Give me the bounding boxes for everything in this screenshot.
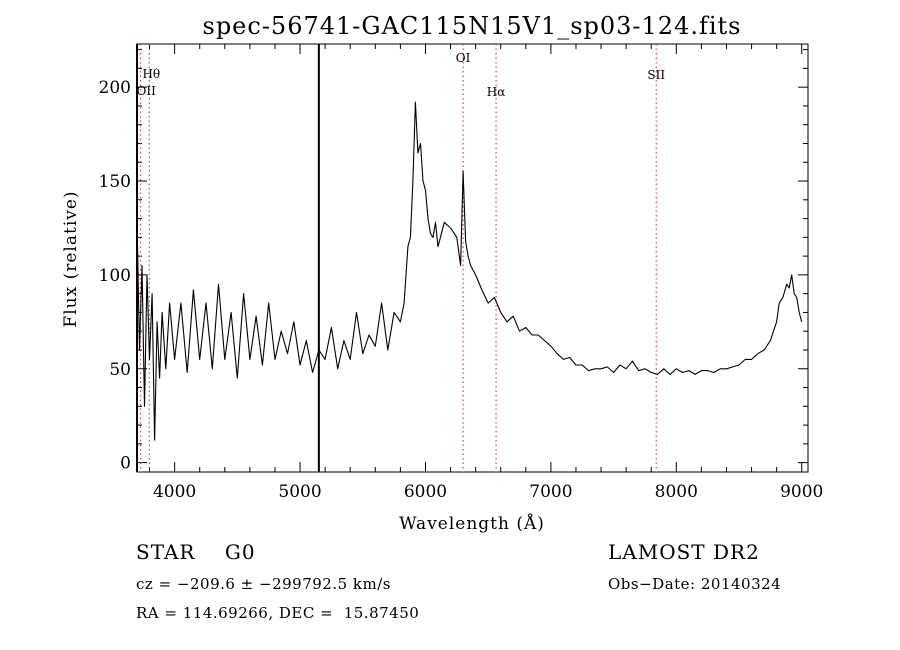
solid-vertical-lines	[136, 44, 320, 472]
y-tick-label: 100	[99, 266, 131, 286]
spectral-line-label: OII	[137, 84, 157, 98]
spectral-line-markers: Hθ OII OI Hα SII	[137, 44, 665, 472]
y-tick-label: 200	[99, 78, 131, 98]
x-axis: 4000 5000 6000 7000 8000 9000	[149, 44, 823, 502]
x-tick-label: 6000	[404, 482, 447, 502]
y-tick-label: 0	[120, 454, 131, 474]
chart-title: spec-56741-GAC115N15V1_sp03-124.fits	[203, 12, 742, 40]
y-axis: 0 50 100 150 200	[99, 49, 808, 474]
spectral-line-label: SII	[647, 68, 665, 82]
y-axis-label: Flux (relative)	[61, 190, 81, 327]
x-tick-label: 4000	[153, 482, 196, 502]
spectral-line-label: Hα	[487, 85, 506, 99]
y-tick-label: 50	[109, 360, 131, 380]
x-tick-label: 7000	[529, 482, 572, 502]
spectral-line-label: Hθ	[142, 67, 160, 81]
obs-date-text: Obs−Date: 20140324	[608, 575, 782, 593]
plot-frame	[136, 43, 809, 473]
redshift-text: cz = −209.6 ± −299792.5 km/s	[136, 575, 391, 593]
survey-text: LAMOST DR2	[608, 540, 760, 564]
classification-text: STAR G0	[136, 540, 256, 564]
x-axis-label: Wavelength (Å)	[399, 513, 545, 534]
y-tick-label: 150	[99, 172, 131, 192]
spectrum-line	[136, 101, 803, 441]
x-tick-label: 9000	[780, 482, 823, 502]
x-tick-label: 8000	[655, 482, 698, 502]
coordinates-text: RA = 114.69266, DEC = 15.87450	[136, 604, 420, 622]
spectrum-series	[136, 101, 803, 441]
x-tick-label: 5000	[278, 482, 321, 502]
spectral-line-label: OI	[456, 51, 471, 65]
